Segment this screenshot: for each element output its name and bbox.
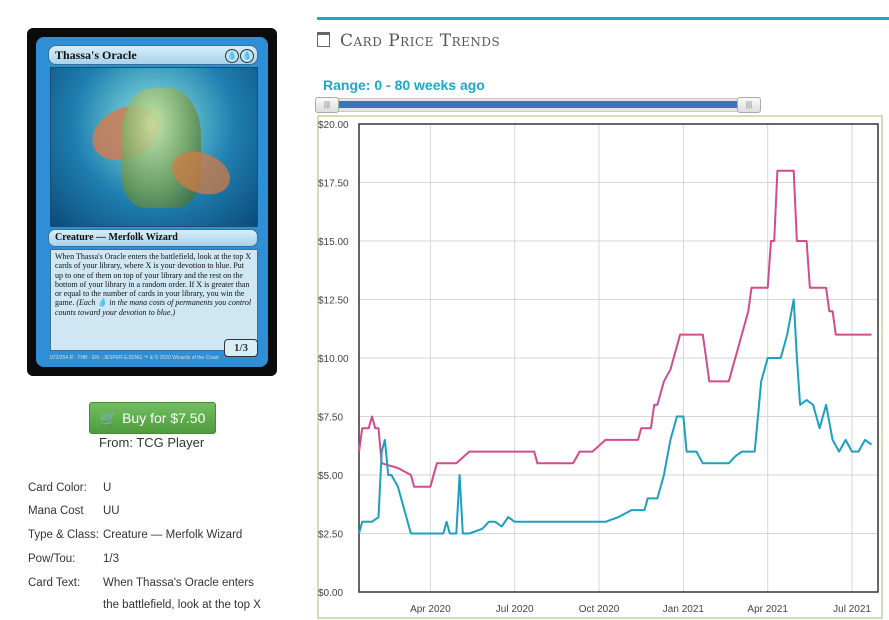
buy-button[interactable]: 🛒 Buy for $7.50 (89, 402, 216, 434)
price-source: From: TCG Player (99, 435, 205, 450)
y-tick-label: $5.00 (318, 471, 343, 482)
card-frame: Thassa's Oracle 💧 💧 Creature — Merfolk W… (36, 37, 268, 367)
range-end-handle[interactable]: ||| (737, 97, 761, 113)
card-type-bar: Creature — Merfolk Wizard (48, 229, 258, 247)
chart-title-text: Card Price Trends (340, 31, 501, 51)
attr-value: UU (103, 505, 120, 517)
y-tick-label: $0.00 (318, 588, 343, 599)
card-rules-box: When Thassa's Oracle enters the battlefi… (50, 249, 258, 351)
y-tick-label: $12.50 (318, 296, 349, 307)
series-line-0 (358, 169, 872, 488)
card-image: Thassa's Oracle 💧 💧 Creature — Merfolk W… (27, 28, 277, 376)
x-tick-label: Apr 2021 (747, 604, 788, 615)
range-slider-fill (328, 101, 748, 108)
cart-icon: 🛒 (99, 410, 118, 426)
card-rules-text: When Thassa's Oracle enters the battlefi… (55, 252, 252, 308)
attr-key: Card Text: (28, 577, 81, 589)
attr-value: When Thassa's Oracle enters (103, 577, 254, 589)
buy-label: Buy for $7.50 (122, 410, 206, 426)
card-power-toughness: 1/3 (224, 339, 258, 357)
y-tick-label: $10.00 (318, 354, 349, 365)
card-art (50, 67, 258, 227)
attr-key: Type & Class: (28, 529, 99, 541)
y-tick-label: $17.50 (318, 179, 349, 190)
attr-value: 1/3 (103, 553, 119, 565)
blue-mana-icon: 💧 (225, 49, 239, 63)
plot-border (358, 123, 879, 593)
x-tick-label: Jul 2021 (833, 604, 871, 615)
attr-value: Creature — Merfolk Wizard (103, 529, 243, 541)
range-slider[interactable]: ||| ||| (315, 97, 761, 113)
card-name-bar: Thassa's Oracle 💧 💧 (48, 45, 258, 65)
range-label: Range: 0 - 80 weeks ago (323, 77, 485, 93)
y-tick-label: $20.00 (318, 120, 349, 131)
x-tick-label: Jan 2021 (663, 604, 705, 615)
range-start-handle[interactable]: ||| (315, 97, 339, 113)
x-tick-label: Apr 2020 (410, 604, 451, 615)
attr-value: the battlefield, look at the top X (103, 599, 261, 611)
section-divider (317, 17, 889, 20)
card-name: Thassa's Oracle (55, 48, 137, 62)
attr-key: Pow/Tou: (28, 553, 76, 565)
attr-value: U (103, 482, 112, 494)
chart-frame (317, 115, 883, 619)
y-tick-label: $15.00 (318, 237, 349, 248)
blue-mana-icon: 💧 (240, 49, 254, 63)
card-reminder-text: (Each 💧 in the mana costs of permanents … (55, 298, 252, 317)
card-footer: 073/254 R · THB · EN · JESPER EJSING ™ &… (50, 355, 219, 361)
x-tick-label: Jul 2020 (496, 604, 534, 615)
calendar-icon (317, 32, 330, 47)
attr-key: Mana Cost (28, 505, 84, 517)
attr-key: Card Color: (28, 482, 87, 494)
y-tick-label: $2.50 (318, 530, 343, 541)
y-tick-label: $7.50 (318, 413, 343, 424)
x-tick-label: Oct 2020 (579, 604, 620, 615)
series-line-1 (358, 298, 873, 535)
chart-title: Card Price Trends (317, 31, 500, 51)
card-type-line: Creature — Merfolk Wizard (55, 232, 178, 243)
